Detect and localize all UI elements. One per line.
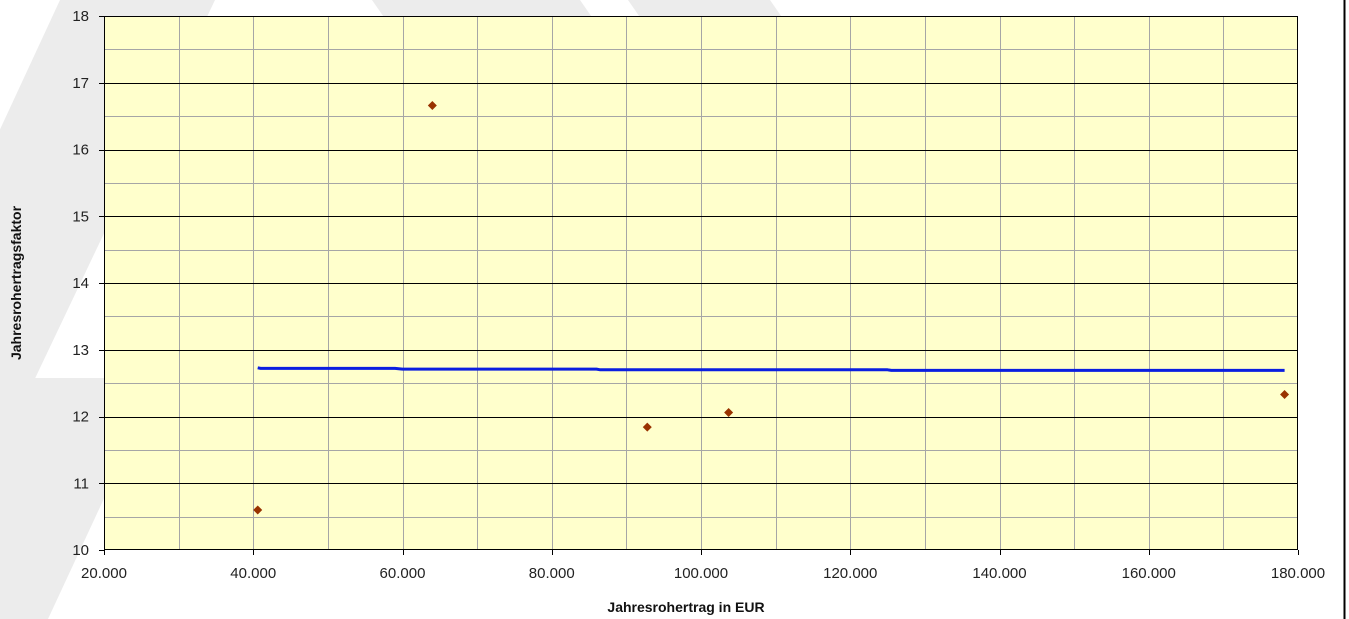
data-point [253,505,263,515]
x-tick-label: 40.000 [230,565,276,582]
gridlines [104,16,1298,550]
y-tick-label: 16 [72,142,89,159]
x-tick-label: 160.000 [1122,565,1176,582]
y-tick-label: 18 [72,8,89,25]
y-tick-label: 13 [72,342,89,359]
x-tick-label: 60.000 [380,565,426,582]
x-tick-label: 100.000 [674,565,728,582]
x-tick-label: 120.000 [823,565,877,582]
x-tick-label: 180.000 [1271,565,1325,582]
data-point [427,100,437,110]
y-tick-label: 15 [72,208,89,225]
data-point [724,407,734,417]
y-tick-label: 11 [73,475,89,492]
y-tick-label: 14 [72,275,89,292]
y-axis-title: Jahresrohertragsfaktor [8,205,24,360]
plot-border [104,16,1298,550]
data-point [642,422,652,432]
x-tick-label: 80.000 [529,565,575,582]
y-tick-label: 12 [72,409,89,426]
x-tick-label: 140.000 [972,565,1026,582]
x-axis-ticks: 20.000 40.000 60.000 80.000 100.000 120.000 14… [81,550,1325,582]
data-point [1280,389,1290,399]
y-tick-label: 17 [72,75,89,92]
trend-line [257,366,1285,372]
y-axis-ticks: 10 11 12 13 14 15 16 17 18 [72,8,104,559]
y-tick-label: 10 [72,542,89,559]
data-points [253,100,1290,515]
x-tick-label: 20.000 [81,565,127,582]
x-axis-title: Jahresrohertrag in EUR [607,599,764,615]
